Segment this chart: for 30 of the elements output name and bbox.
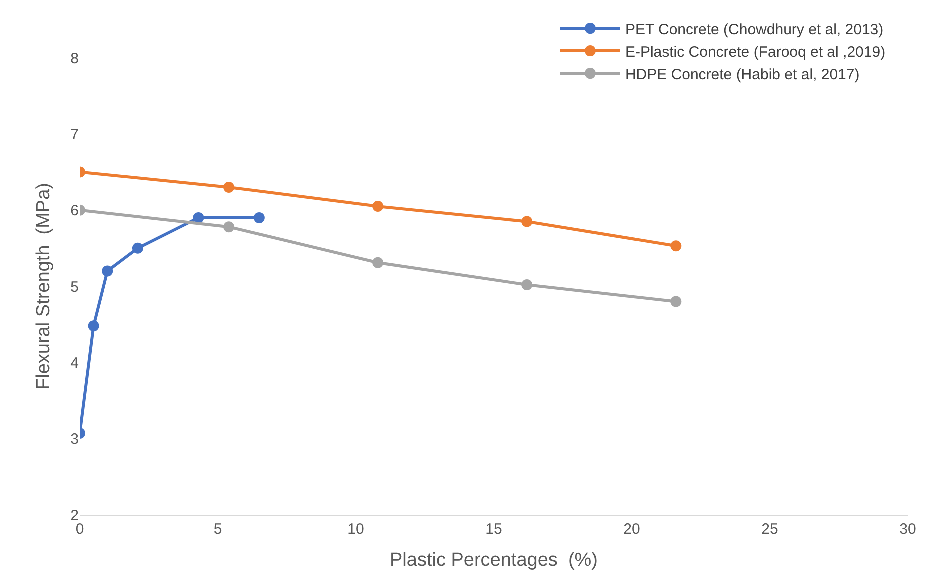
point (522, 216, 533, 228)
y-tick-label: 7 (70, 126, 79, 144)
point (88, 320, 100, 332)
legend-label: E-Plastic Concrete (Farooq et al ,2019) (625, 44, 886, 61)
y-tick-label: 3 (70, 431, 79, 448)
point (254, 212, 265, 224)
y-tick-label: 5 (70, 278, 79, 296)
y-tick-label: 6 (70, 202, 79, 220)
point (372, 201, 384, 212)
x-tick-label: 30 (900, 521, 916, 538)
y-tick-label: 4 (70, 354, 79, 372)
legend-label: HDPE Concrete (Habib et al, 2017) (625, 66, 860, 84)
point (193, 212, 204, 224)
y-tick-label: 8 (70, 50, 79, 68)
x-axis-title: Plastic Percentages (%) (390, 550, 598, 571)
x-tick-label: 20 (624, 521, 640, 538)
point (670, 240, 682, 252)
point (102, 266, 114, 277)
point (132, 242, 144, 254)
point (372, 257, 384, 268)
x-tick-label: 10 (348, 521, 364, 538)
point (670, 296, 682, 308)
point (522, 279, 533, 290)
x-tick-label: 25 (762, 521, 778, 538)
x-tick-label: 5 (214, 521, 222, 538)
point (224, 222, 235, 233)
x-tick-label: 15 (486, 521, 502, 538)
y-axis-title: Flexural Strength (MPa) (34, 183, 55, 390)
legend-label: PET Concrete (Chowdhury et al, 2013) (625, 21, 884, 38)
point (224, 182, 235, 193)
